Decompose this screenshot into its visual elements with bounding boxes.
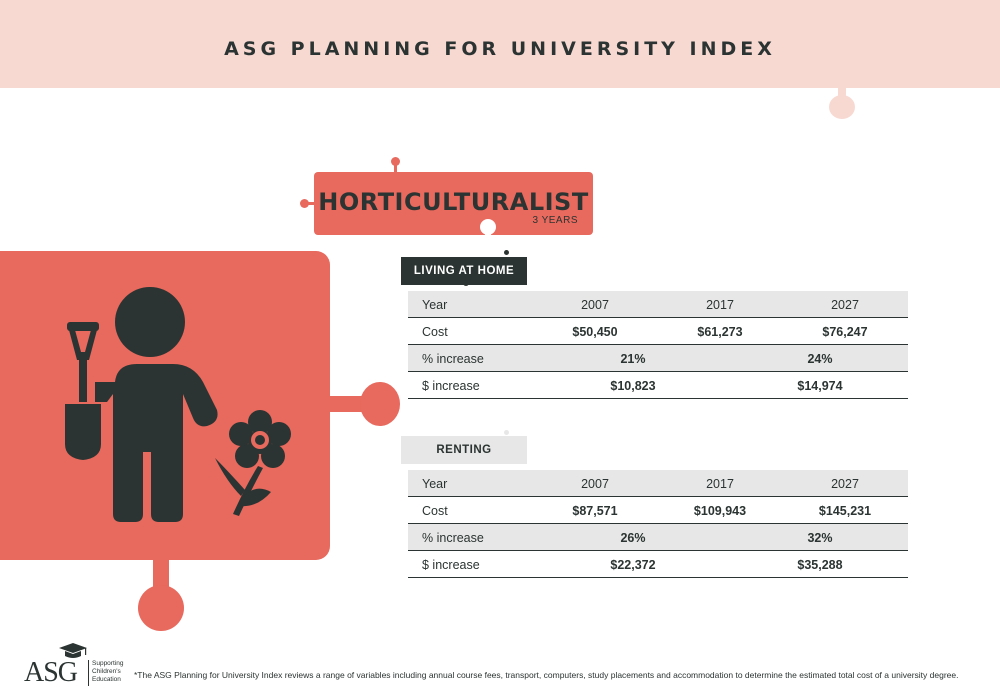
card-line-top (394, 163, 397, 173)
rent-tag-dot (504, 430, 509, 435)
year-cell: 2017 (706, 477, 734, 491)
row-label: % increase (422, 531, 484, 545)
home-tag-dot-bottom (463, 280, 469, 286)
page-title: ASG PLANNING FOR UNIVERSITY INDEX (224, 38, 776, 60)
table-row-dollar-increase: $ increase $22,372 $35,288 (408, 551, 908, 578)
row-label: Cost (422, 325, 448, 339)
cost-cell: $50,450 (572, 325, 618, 339)
logo-divider (88, 660, 89, 686)
puzzle-bottom-knob (138, 585, 184, 631)
year-cell: 2027 (831, 298, 859, 312)
cost-cell: $76,247 (822, 325, 868, 339)
card-line-left (306, 202, 315, 205)
pct-cell: 32% (807, 531, 833, 545)
row-label: $ increase (422, 379, 480, 393)
logo-text: ASG (24, 657, 78, 688)
renting-table: Year 2007 2017 2027 Cost $87,571 $109,94… (408, 470, 908, 578)
dollar-cell: $14,974 (797, 379, 843, 393)
dollar-cell: $35,288 (797, 558, 843, 572)
cost-cell: $87,571 (572, 504, 618, 518)
logo-tagline-line: Supporting (92, 660, 124, 667)
row-label: Year (422, 477, 448, 491)
row-label: % increase (422, 352, 484, 366)
occupation-duration: 3 YEARS (532, 215, 578, 226)
puzzle-right-stem (328, 396, 368, 412)
home-tag-dot-left (392, 268, 401, 277)
logo-tagline-line: Education (92, 676, 121, 683)
table-row-year: Year 2007 2017 2027 (408, 291, 908, 318)
card-knob-bottom-stem (485, 232, 491, 240)
cost-cell: $61,273 (697, 325, 743, 339)
pct-cell: 21% (620, 352, 646, 366)
table-row-year: Year 2007 2017 2027 (408, 470, 908, 497)
graduation-cap-icon (59, 643, 87, 658)
card-dot-left (300, 199, 309, 208)
table-row-cost: Cost $50,450 $61,273 $76,247 (408, 318, 908, 345)
living-at-home-table: Year 2007 2017 2027 Cost $50,450 $61,273… (408, 291, 908, 399)
table-row-cost: Cost $87,571 $109,943 $145,231 (408, 497, 908, 524)
asg-logo: ASG Supporting Children's Education (20, 640, 130, 690)
pct-cell: 26% (620, 531, 646, 545)
year-cell: 2017 (706, 298, 734, 312)
puzzle-right-knob (360, 382, 400, 426)
table-row-pct-increase: % increase 21% 24% (408, 345, 908, 372)
cost-cell: $145,231 (818, 504, 872, 518)
logo-tagline-line: Children's (92, 668, 121, 675)
row-label: $ increase (422, 558, 480, 572)
pct-cell: 24% (807, 352, 833, 366)
cost-cell: $109,943 (693, 504, 747, 518)
year-cell: 2027 (831, 477, 859, 491)
logo-tagline: Supporting Children's Education (92, 660, 123, 684)
row-label: Cost (422, 504, 448, 518)
table-row-pct-increase: % increase 26% 32% (408, 524, 908, 551)
rent-tag-dot-left (392, 446, 401, 455)
home-tag-dot (504, 250, 509, 255)
occupation-title: HORTICULTURALIST (318, 188, 589, 216)
card-dot-top (391, 157, 400, 166)
gardener-with-shovel-and-flower-icon (65, 287, 291, 522)
dollar-cell: $22,372 (610, 558, 656, 572)
footer-note: *The ASG Planning for University Index r… (134, 670, 959, 680)
row-label: Year (422, 298, 448, 312)
header-band (0, 0, 1000, 88)
table-row-dollar-increase: $ increase $10,823 $14,974 (408, 372, 908, 399)
renting-tag: RENTING (401, 436, 527, 464)
card-knob-bottom (480, 219, 496, 235)
dollar-cell: $10,823 (610, 379, 656, 393)
header-knob-right (829, 95, 855, 119)
header-knob-left (182, 62, 208, 82)
occupation-card: HORTICULTURALIST 3 YEARS (314, 172, 593, 235)
year-cell: 2007 (581, 477, 609, 491)
year-cell: 2007 (581, 298, 609, 312)
